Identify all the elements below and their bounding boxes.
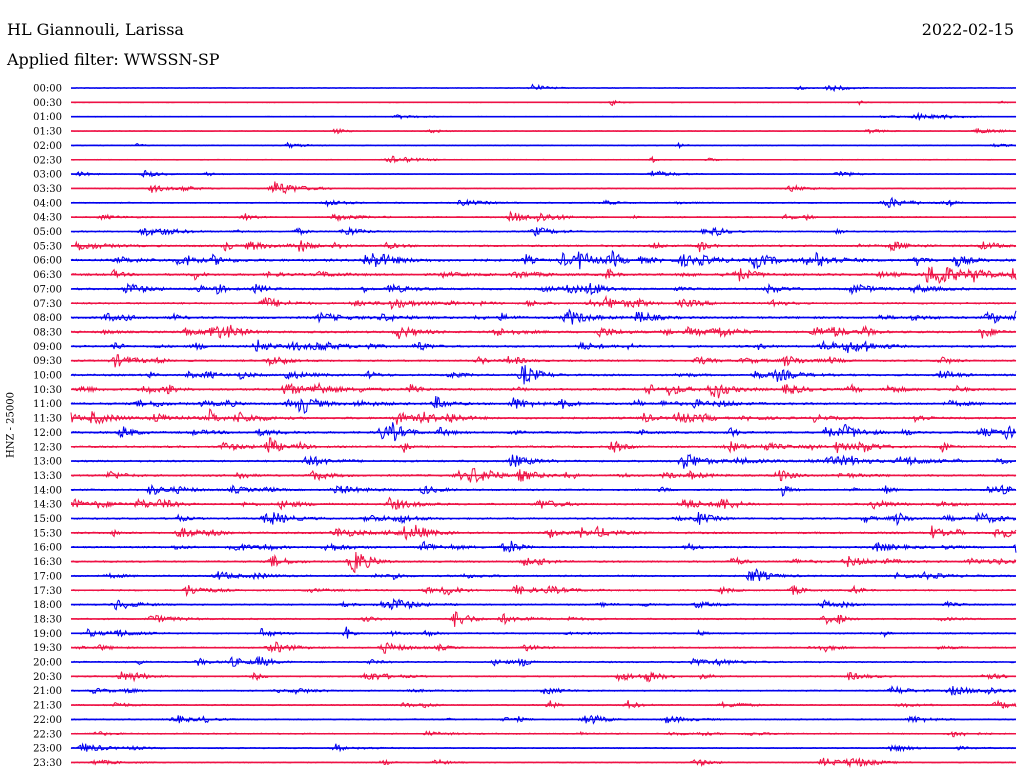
seismic-trace xyxy=(70,437,1017,454)
trace-time-label: 10:30 xyxy=(33,385,62,396)
trace-time-label: 23:30 xyxy=(33,758,62,769)
trace-time-label: 16:30 xyxy=(33,557,62,568)
trace-time-label: 08:30 xyxy=(33,327,62,338)
trace-time-label: 13:00 xyxy=(33,457,62,468)
seismic-trace xyxy=(70,408,1017,425)
trace-time-label: 04:00 xyxy=(33,198,62,209)
trace-time-label: 18:30 xyxy=(33,614,62,625)
trace-time-label: 21:00 xyxy=(33,686,62,697)
trace-time-label: 19:00 xyxy=(33,629,62,640)
seismic-trace xyxy=(71,181,1017,195)
seismic-trace xyxy=(71,381,1017,399)
trace-time-label: 14:00 xyxy=(33,485,62,496)
trace-time-label: 15:00 xyxy=(33,514,62,525)
trace-time-label: 09:00 xyxy=(33,342,62,353)
trace-time-label: 11:30 xyxy=(33,414,62,425)
trace-time-label: 07:30 xyxy=(33,299,62,310)
seismic-trace xyxy=(70,483,1017,497)
trace-time-label: 02:30 xyxy=(33,155,62,166)
trace-time-label: 17:00 xyxy=(33,571,62,582)
trace-time-label: 15:30 xyxy=(33,528,62,539)
trace-time-label: 01:30 xyxy=(33,127,62,138)
trace-time-label: 06:30 xyxy=(33,270,62,281)
trace-time-label: 05:00 xyxy=(33,227,62,238)
trace-time-label: 00:00 xyxy=(33,84,62,95)
trace-time-label: 20:30 xyxy=(33,672,62,683)
trace-time-label: 03:30 xyxy=(33,184,62,195)
trace-time-label: 03:00 xyxy=(33,170,62,181)
trace-time-label: 09:30 xyxy=(33,356,62,367)
station-title: HL Giannouli, Larissa xyxy=(7,20,184,39)
trace-time-label: 21:30 xyxy=(33,701,62,712)
date-label: 2022-02-15 xyxy=(921,20,1014,39)
trace-time-label: 12:30 xyxy=(33,442,62,453)
trace-time-label: 23:00 xyxy=(33,744,62,755)
filter-label: Applied filter: WWSSN-SP xyxy=(7,50,220,69)
trace-time-label: 14:30 xyxy=(33,500,62,511)
trace-time-label: 16:00 xyxy=(33,543,62,554)
trace-time-label: 00:30 xyxy=(33,98,62,109)
trace-time-label: 04:30 xyxy=(33,213,62,224)
trace-time-label: 01:00 xyxy=(33,112,62,123)
trace-time-label: 05:30 xyxy=(33,241,62,252)
seismic-trace xyxy=(70,396,1017,415)
trace-time-label: 02:00 xyxy=(33,141,62,152)
trace-time-label: 13:30 xyxy=(33,471,62,482)
trace-time-label: 22:00 xyxy=(33,715,62,726)
trace-time-label: 12:00 xyxy=(33,428,62,439)
seismic-trace xyxy=(70,699,1017,710)
trace-time-label: 10:00 xyxy=(33,371,62,382)
trace-time-label: 19:30 xyxy=(33,643,62,654)
trace-time-label: 08:00 xyxy=(33,313,62,324)
trace-time-label: 11:00 xyxy=(33,399,62,410)
trace-time-label: 18:00 xyxy=(33,600,62,611)
trace-time-label: 07:00 xyxy=(33,284,62,295)
trace-time-label: 17:30 xyxy=(33,586,62,597)
trace-time-label: 22:30 xyxy=(33,729,62,740)
trace-time-label: 20:00 xyxy=(33,658,62,669)
trace-time-label: 06:00 xyxy=(33,256,62,267)
